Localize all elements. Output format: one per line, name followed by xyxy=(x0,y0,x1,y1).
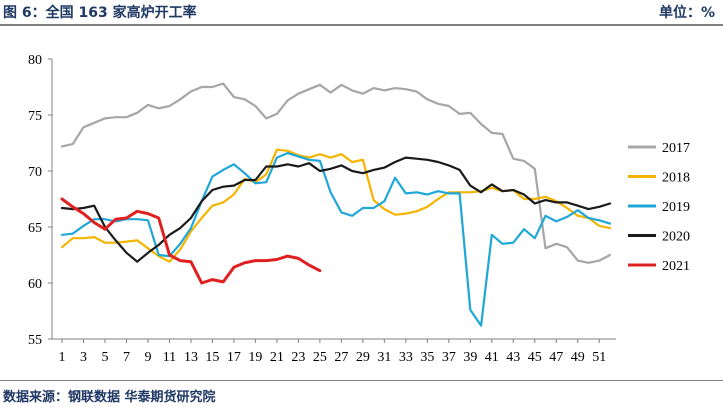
x-tick-label: 27 xyxy=(334,350,348,365)
legend-label: 2020 xyxy=(662,230,690,245)
legend-label: 2021 xyxy=(662,259,690,274)
x-tick-label: 25 xyxy=(313,350,327,365)
x-tick-label: 11 xyxy=(163,350,176,365)
x-tick-label: 31 xyxy=(377,350,391,365)
x-tick-label: 45 xyxy=(528,350,542,365)
x-tick-label: 9 xyxy=(144,350,151,365)
x-tick-label: 49 xyxy=(571,350,585,365)
y-tick-label: 55 xyxy=(28,333,42,348)
x-tick-label: 37 xyxy=(442,350,456,365)
x-tick-label: 39 xyxy=(463,350,477,365)
y-tick-label: 70 xyxy=(28,165,42,180)
legend-item-2020: 2020 xyxy=(628,230,690,245)
y-tick-label: 80 xyxy=(28,53,42,68)
x-tick-label: 33 xyxy=(399,350,413,365)
legend-label: 2018 xyxy=(662,171,690,186)
legend-item-2017: 2017 xyxy=(628,141,690,156)
footer-divider xyxy=(0,380,723,381)
y-tick-label: 65 xyxy=(28,221,42,236)
series-line-2021 xyxy=(60,197,322,285)
legend: 2017 2018 2019 2020 2021 xyxy=(628,141,690,274)
series-layer xyxy=(60,82,612,327)
x-tick-label: 19 xyxy=(248,350,262,365)
y-tick-label: 75 xyxy=(28,109,42,124)
x-tick-label: 29 xyxy=(356,350,370,365)
x-tick-label: 7 xyxy=(123,350,130,365)
series-line-2017 xyxy=(60,82,612,264)
legend-label: 2019 xyxy=(662,200,690,215)
legend-label: 2017 xyxy=(662,141,690,156)
x-tick-label: 3 xyxy=(80,350,87,365)
legend-item-2021: 2021 xyxy=(628,259,690,274)
header: 图 6：全国 163 家高炉开工率 单位：% xyxy=(0,0,723,22)
x-tick-label: 41 xyxy=(485,350,499,365)
x-tick-label: 5 xyxy=(101,350,108,365)
x-tick-label: 1 xyxy=(59,350,66,365)
x-tick-label: 35 xyxy=(420,350,434,365)
legend-item-2019: 2019 xyxy=(628,200,690,215)
header-divider xyxy=(0,24,723,26)
series-line-2019 xyxy=(60,151,612,327)
unit-label: 单位：% xyxy=(658,5,715,21)
x-tick-label: 21 xyxy=(270,350,284,365)
x-tick-label: 15 xyxy=(205,350,219,365)
x-tick-label: 23 xyxy=(291,350,305,365)
series-line-2018 xyxy=(60,148,612,263)
x-tick-label: 47 xyxy=(549,350,563,365)
x-tick-label: 13 xyxy=(184,350,198,365)
x-tick-label: 17 xyxy=(227,350,241,365)
y-tick-label: 60 xyxy=(28,277,42,292)
data-source: 数据来源：钢联数据 华泰期货研究院 xyxy=(3,390,216,405)
chart-title: 图 6：全国 163 家高炉开工率 xyxy=(3,5,197,21)
series-line-2020 xyxy=(60,156,612,263)
legend-item-2018: 2018 xyxy=(628,171,690,186)
x-tick-label: 51 xyxy=(592,350,606,365)
x-tick-label: 43 xyxy=(506,350,520,365)
